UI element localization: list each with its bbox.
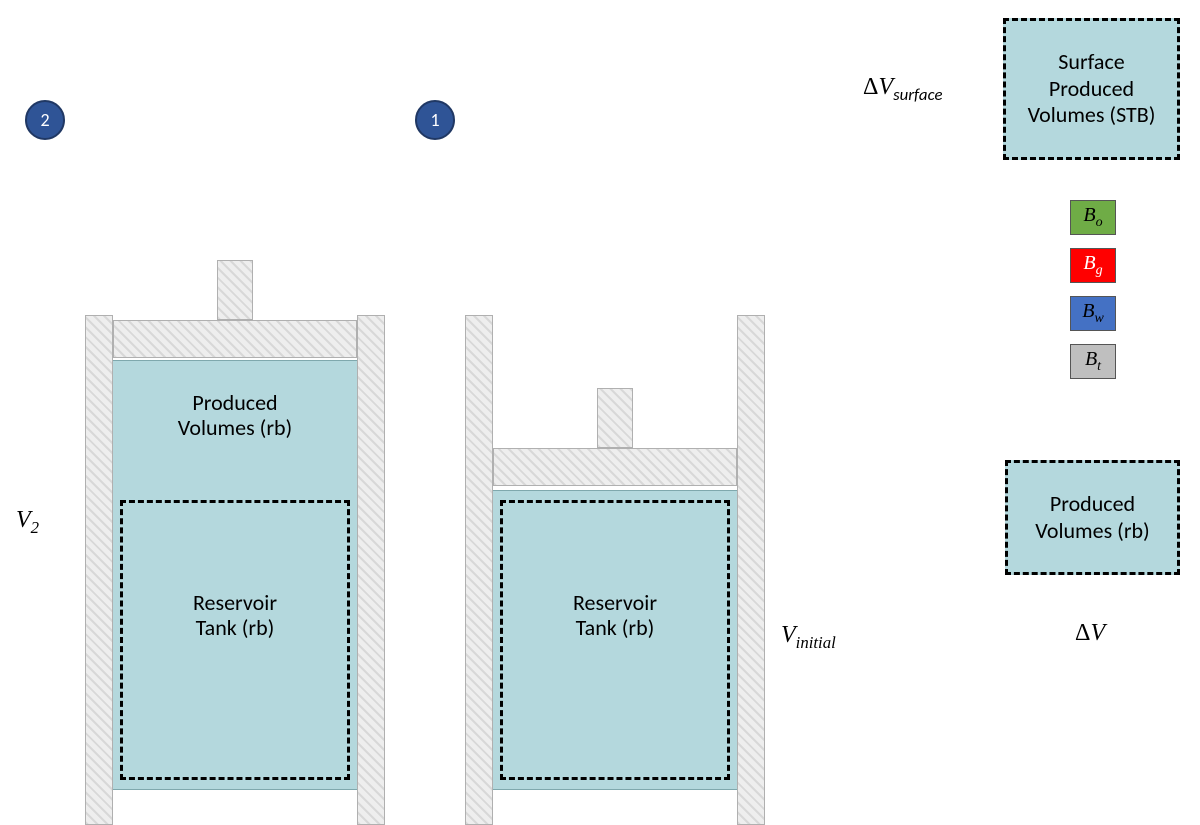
surface-box-l1: Surface [1058, 49, 1124, 75]
piston-left-reservoir-l1: Reservoir [193, 589, 277, 616]
v-initial-sub: initial [796, 633, 836, 652]
delta-v-surface-delta: Δ [863, 74, 878, 100]
fvf-bt-b: B [1085, 348, 1097, 370]
fvf-bg-box: Bg [1070, 248, 1116, 283]
produced-rb-box: Produced Volumes (rb) [1005, 460, 1180, 575]
piston-right-head [493, 448, 737, 486]
piston-left-produced-label: Produced Volumes (rb) [135, 390, 335, 441]
fvf-bw-sub: w [1094, 311, 1103, 326]
piston-right-reservoir-l1: Reservoir [573, 589, 657, 616]
fvf-bt-label: Bt [1085, 348, 1101, 375]
piston-right-wall-left [465, 315, 493, 825]
produced-rb-l1: Produced [1050, 491, 1135, 517]
piston-left-reservoir-label: Reservoir Tank (rb) [135, 590, 335, 641]
delta-v-surface-v: V [878, 74, 893, 100]
piston-left-wall-left [85, 315, 113, 825]
surface-box-l2: Produced [1049, 76, 1134, 102]
piston-left-head [113, 320, 357, 358]
piston-left: Produced Volumes (rb) Reservoir Tank (rb… [85, 280, 385, 820]
delta-v-surface-label: ΔVsurface [855, 70, 950, 107]
piston-right-reservoir-label: Reservoir Tank (rb) [515, 590, 715, 641]
fvf-bt-sub: t [1097, 359, 1101, 374]
state-2-number: 2 [40, 109, 49, 131]
fvf-bt-box: Bt [1070, 344, 1116, 379]
piston-left-produced-l2: Volumes (rb) [178, 414, 292, 441]
delta-v-delta: Δ [1075, 620, 1090, 646]
v2-label: V2 [10, 505, 45, 540]
piston-right-rod [597, 388, 633, 448]
delta-v-surface-sub: surface [893, 84, 942, 105]
piston-left-produced-l1: Produced [192, 389, 277, 416]
fvf-bg-sub: g [1096, 263, 1103, 278]
fvf-bw-b: B [1082, 300, 1094, 322]
produced-rb-l2: Volumes (rb) [1035, 518, 1149, 544]
piston-right: Reservoir Tank (rb) [465, 280, 765, 820]
fvf-bo-b: B [1083, 204, 1095, 226]
fvf-bg-label: Bg [1083, 252, 1102, 279]
surface-produced-box: Surface Produced Volumes (STB) [1003, 18, 1180, 160]
fvf-bw-label: Bw [1082, 300, 1104, 327]
v2-sub: 2 [31, 518, 39, 537]
delta-v-label: ΔV [1065, 616, 1115, 649]
v-initial-label: Vinitial [775, 620, 842, 655]
fvf-bw-box: Bw [1070, 296, 1116, 331]
surface-box-l3: Volumes (STB) [1028, 102, 1156, 128]
piston-left-rod [217, 260, 253, 320]
delta-v-v: V [1090, 620, 1105, 646]
v-initial-v: V [781, 622, 796, 648]
piston-right-reservoir-l2: Tank (rb) [576, 614, 655, 641]
piston-left-reservoir-l2: Tank (rb) [196, 614, 275, 641]
piston-right-wall-right [737, 315, 765, 825]
state-2-circle: 2 [25, 100, 65, 140]
fvf-bg-b: B [1083, 252, 1095, 274]
fvf-bo-box: Bo [1070, 200, 1116, 235]
fvf-bo-label: Bo [1083, 204, 1102, 231]
state-1-number: 1 [430, 109, 439, 131]
fvf-bo-sub: o [1096, 215, 1103, 230]
v2-v: V [16, 507, 31, 533]
piston-left-wall-right [357, 315, 385, 825]
state-1-circle: 1 [415, 100, 455, 140]
